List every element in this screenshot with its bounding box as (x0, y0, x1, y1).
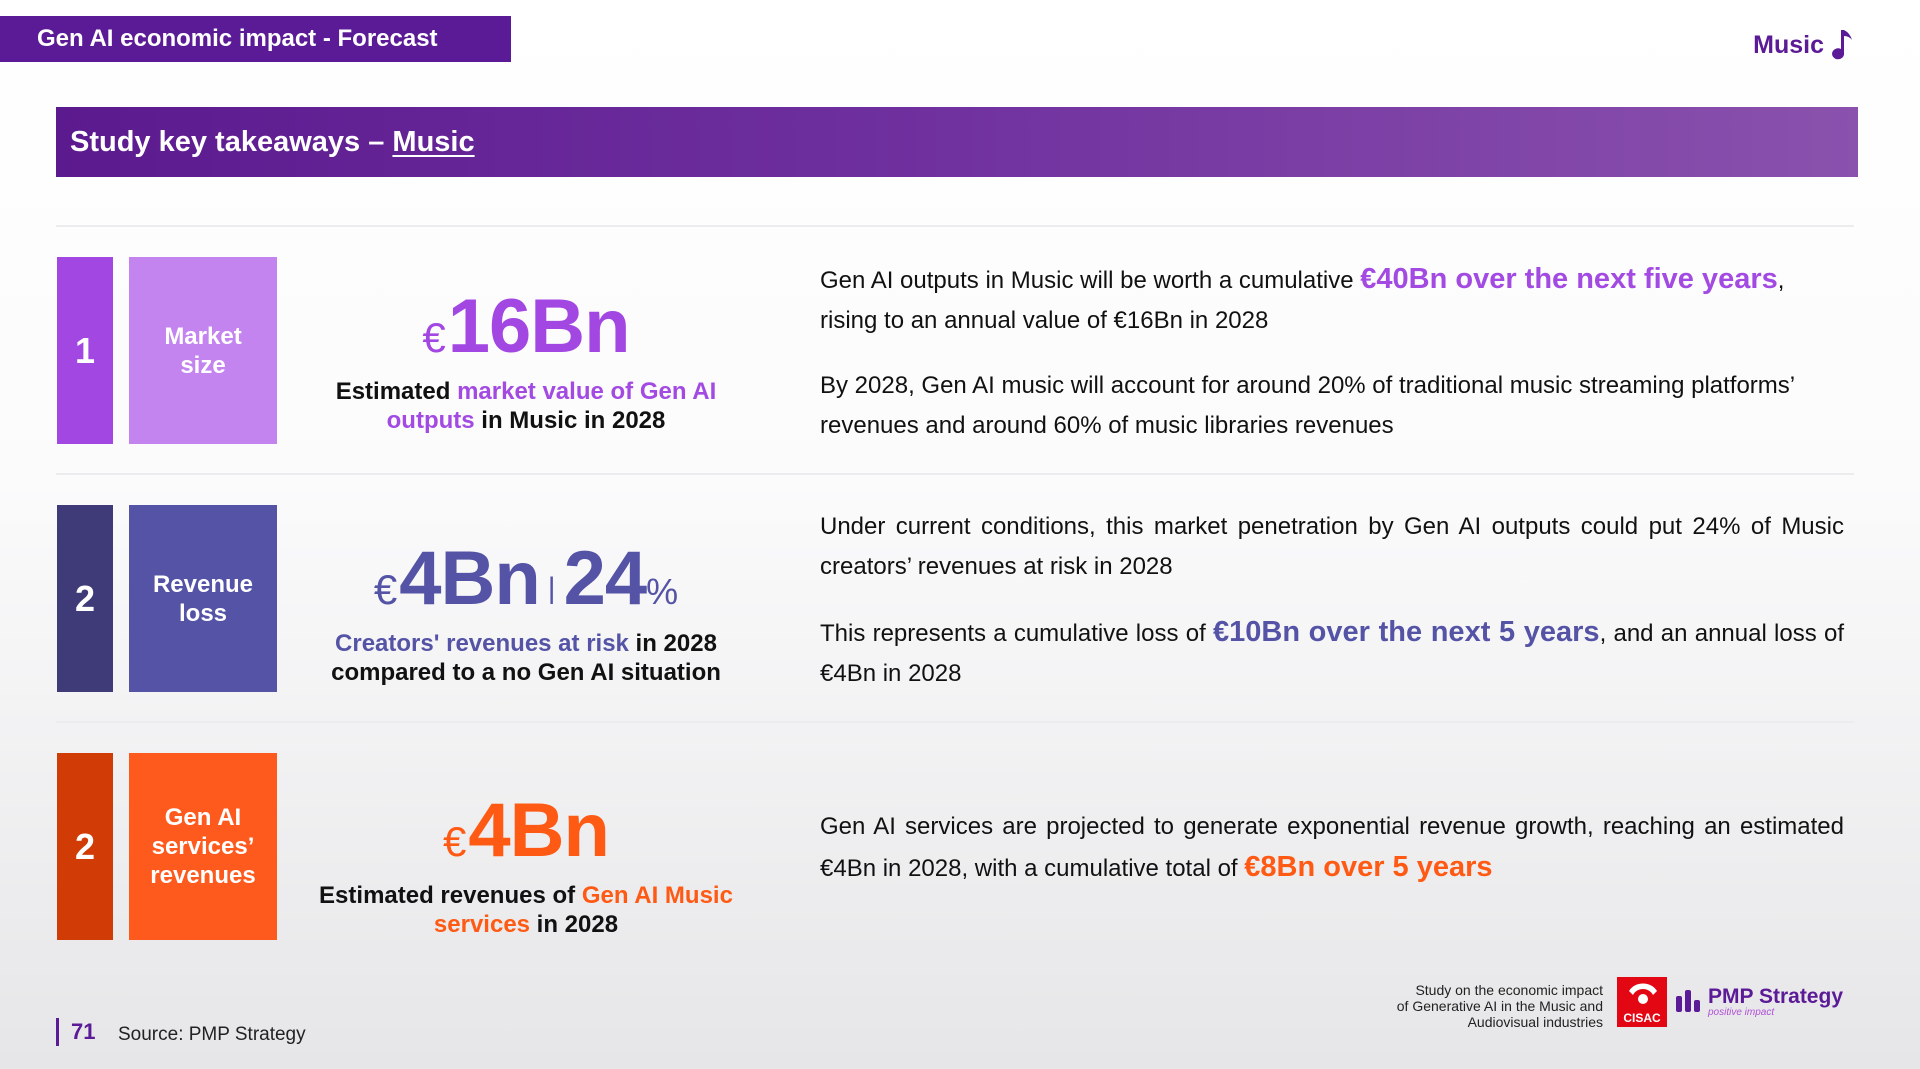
caption-text: compared to a no Gen AI situation (331, 659, 721, 686)
row-metric: €4Bn Estimated revenues of Gen AI Music … (301, 793, 751, 939)
currency-symbol: € (373, 566, 398, 613)
description-highlight: €40Bn over the next five years (1360, 263, 1778, 295)
description-paragraph: Gen AI outputs in Music will be worth a … (820, 259, 1844, 341)
caption-text: in 2028 (628, 630, 717, 657)
takeaways-banner: Study key takeaways – Music (56, 107, 1858, 177)
music-note-icon (1832, 30, 1852, 60)
page-number: 71 (56, 1018, 95, 1046)
takeaway-row-market-size: 1 Market size €16Bn Estimated market val… (56, 257, 1856, 445)
study-title-line: Audiovisual industries (1467, 1014, 1603, 1030)
description-text: Gen AI services are projected to generat… (820, 813, 1844, 882)
takeaway-row-services-revenues: 2 Gen AI services’ revenues €4Bn Estimat… (56, 753, 1856, 941)
row-number: 1 (57, 257, 113, 444)
metric-amount: 4Bn (399, 536, 541, 621)
pmp-logo-icon (1676, 990, 1700, 1012)
metric-value: €4Bn (301, 793, 751, 869)
divider (56, 721, 1854, 723)
cisac-logo: CISAC (1617, 977, 1667, 1027)
topic-label-text: Music (1753, 30, 1824, 59)
metric-caption: Estimated market value of Gen AI outputs… (301, 377, 751, 435)
description-text: Gen AI outputs in Music will be worth a … (820, 267, 1361, 294)
row-metric: €16Bn Estimated market value of Gen AI o… (301, 289, 751, 435)
source-note: Source: PMP Strategy (118, 1024, 306, 1045)
percent-unit: % (646, 571, 679, 612)
currency-symbol: € (422, 314, 446, 361)
caption-text: Estimated revenues of (319, 882, 582, 909)
pmp-logo-tagline: positive impact (1708, 1007, 1775, 1018)
row-number: 2 (57, 505, 113, 692)
description-paragraph: Under current conditions, this market pe… (820, 513, 1844, 580)
row-label: Revenue loss (129, 505, 277, 692)
currency-symbol: € (443, 818, 467, 865)
description-text: , and an annual loss of €4Bn in 2028 (820, 620, 1844, 687)
caption-highlight: Creators' revenues at risk (335, 630, 629, 657)
metric-amount: 16Bn (447, 284, 631, 369)
row-description: Gen AI outputs in Music will be worth a … (820, 259, 1844, 446)
metric-value: €4Bn | 24% (301, 541, 751, 617)
description-text: This represents a cumulative loss of (820, 620, 1213, 647)
takeaway-row-revenue-loss: 2 Revenue loss €4Bn | 24% Creators' revenu… (56, 505, 1856, 693)
description-highlight: €8Bn over 5 years (1244, 851, 1493, 883)
caption-text: Estimated (335, 378, 458, 405)
row-description: Gen AI services are projected to generat… (820, 807, 1844, 889)
study-title-line: of Generative AI in the Music and (1396, 998, 1603, 1014)
row-label-text: Revenue loss (152, 570, 254, 627)
divider (56, 473, 1854, 475)
cisac-logo-text: CISAC (1623, 1011, 1661, 1025)
description-paragraph: By 2028, Gen AI music will account for a… (820, 372, 1795, 439)
row-description: Under current conditions, this market pe… (820, 507, 1844, 694)
description-paragraph: Gen AI services are projected to generat… (820, 807, 1844, 889)
metric-value: €16Bn (301, 289, 751, 365)
row-label: Market size (129, 257, 277, 444)
pmp-logo-name: PMP Strategy (1708, 985, 1843, 1008)
page-number-bar (56, 1018, 59, 1046)
metric-caption: Creators' revenues at risk in 2028 compar… (301, 629, 751, 687)
caption-text: in Music in 2028 (474, 407, 666, 434)
section-tag: Gen AI economic impact - Forecast (0, 16, 511, 62)
caption-text: in 2028 (530, 911, 619, 938)
study-title: Study on the economic impact of Generati… (1330, 982, 1603, 1030)
row-metric: €4Bn | 24% Creators' revenues at risk in 2… (301, 541, 751, 687)
pmp-strategy-logo: PMP Strategy positive impact (1676, 986, 1843, 1018)
description-text: , rising to an annual value of €16Bn in … (820, 267, 1785, 334)
metric-percentage: 24 (563, 536, 648, 621)
row-label-text: Gen AI services’ revenues (150, 804, 256, 889)
study-title-line: Study on the economic impact (1415, 982, 1603, 998)
metric-separator: | (547, 572, 556, 605)
topic-label: Music (1753, 28, 1854, 62)
row-number: 2 (57, 753, 113, 940)
divider (56, 225, 1854, 227)
page-number-text: 71 (71, 1019, 96, 1044)
banner-topic: Music (392, 126, 475, 158)
row-label: Gen AI services’ revenues (129, 753, 277, 940)
metric-amount: 4Bn (468, 788, 610, 873)
caption-highlight: market value of Gen AI outputs (386, 378, 717, 434)
description-highlight: €10Bn over the next 5 years (1213, 616, 1600, 648)
row-label-text: Market size (164, 322, 242, 379)
metric-caption: Estimated revenues of Gen AI Music servi… (301, 881, 751, 939)
description-paragraph: This represents a cumulative loss of €10… (820, 612, 1844, 694)
caption-highlight: Gen AI Music services (433, 882, 733, 938)
banner-prefix: Study key takeaways – (70, 126, 393, 158)
